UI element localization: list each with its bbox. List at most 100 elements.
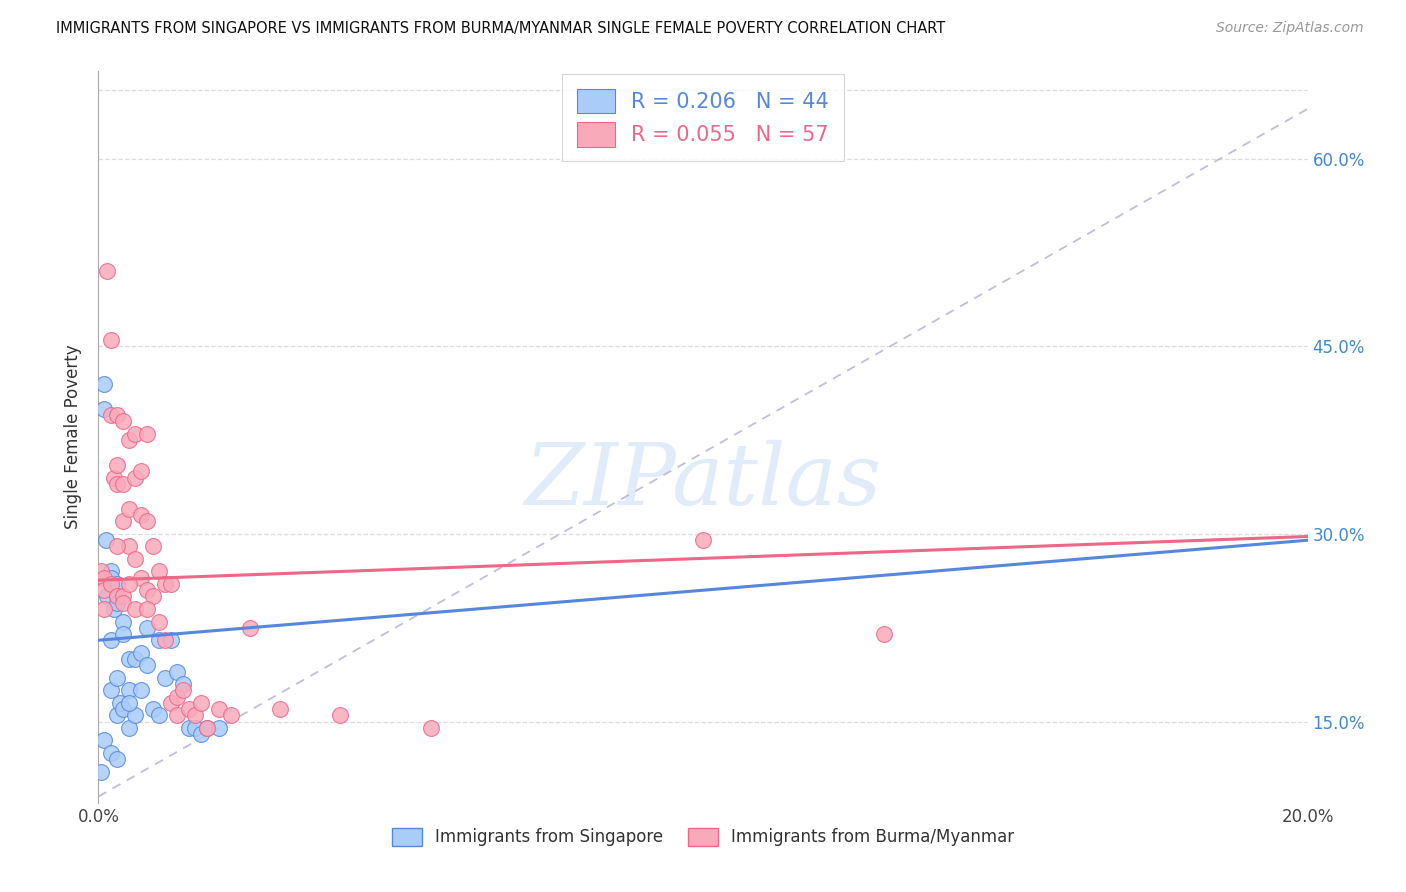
Y-axis label: Single Female Poverty: Single Female Poverty [65,345,83,529]
Point [329,708,352,723]
Point [105,577,128,591]
Point [172,677,194,691]
Point [111,702,134,716]
Point [118,434,141,448]
Point [93,602,115,616]
Point [190,696,212,710]
Point [208,702,231,716]
Point [100,633,122,648]
Point [105,590,128,604]
Point [118,683,141,698]
Point [239,621,262,635]
Point [124,708,146,723]
Point [111,627,134,641]
Point [105,458,128,473]
Point [420,721,443,735]
Point [269,702,291,716]
Point [153,577,176,591]
Point [118,721,141,735]
Point [94,533,117,548]
Point [148,708,170,723]
Point [129,465,152,479]
Point [124,602,146,616]
Point [118,652,141,666]
Point [111,515,134,529]
Point [100,746,122,760]
Point [111,615,134,629]
Point [135,602,157,616]
Point [153,671,176,685]
Point [135,621,157,635]
Point [103,602,125,616]
Point [160,696,183,710]
Point [124,426,146,441]
Point [124,652,146,666]
Point [105,590,128,604]
Point [100,408,122,422]
Point [103,471,125,485]
Point [118,502,141,516]
Point [153,633,176,648]
Point [100,683,122,698]
Point [129,683,152,698]
Point [96,590,118,604]
Point [129,646,152,660]
Point [873,627,896,641]
Point [221,708,243,723]
Point [96,264,118,278]
Point [111,590,134,604]
Point [129,571,152,585]
Point [93,571,115,585]
Point [179,702,201,716]
Point [184,708,207,723]
Text: IMMIGRANTS FROM SINGAPORE VS IMMIGRANTS FROM BURMA/MYANMAR SINGLE FEMALE POVERTY: IMMIGRANTS FROM SINGAPORE VS IMMIGRANTS … [56,21,945,36]
Point [93,401,115,416]
Point [135,658,157,673]
Point [135,583,157,598]
Point [100,565,122,579]
Point [105,477,128,491]
Point [692,533,714,548]
Point [105,708,128,723]
Point [93,583,115,598]
Point [172,683,194,698]
Point [100,333,122,347]
Point [195,721,218,735]
Point [90,565,112,579]
Point [100,577,122,591]
Point [111,414,134,428]
Text: ZIPatlas: ZIPatlas [524,440,882,523]
Point [118,577,141,591]
Point [93,376,115,391]
Legend: Immigrants from Singapore, Immigrants from Burma/Myanmar: Immigrants from Singapore, Immigrants fr… [385,821,1021,853]
Point [90,764,112,779]
Point [166,708,188,723]
Point [124,471,146,485]
Point [111,596,134,610]
Point [105,408,128,422]
Point [142,590,165,604]
Point [166,665,188,679]
Point [105,671,128,685]
Point [111,477,134,491]
Point [195,721,218,735]
Point [160,633,183,648]
Point [100,571,122,585]
Point [160,577,183,591]
Point [105,752,128,766]
Point [148,615,170,629]
Point [105,596,128,610]
Point [208,721,231,735]
Point [142,540,165,554]
Point [190,727,212,741]
Point [108,696,131,710]
Point [135,426,157,441]
Point [179,721,201,735]
Point [118,540,141,554]
Point [148,633,170,648]
Point [184,721,207,735]
Point [118,696,141,710]
Point [105,540,128,554]
Point [166,690,188,704]
Point [142,702,165,716]
